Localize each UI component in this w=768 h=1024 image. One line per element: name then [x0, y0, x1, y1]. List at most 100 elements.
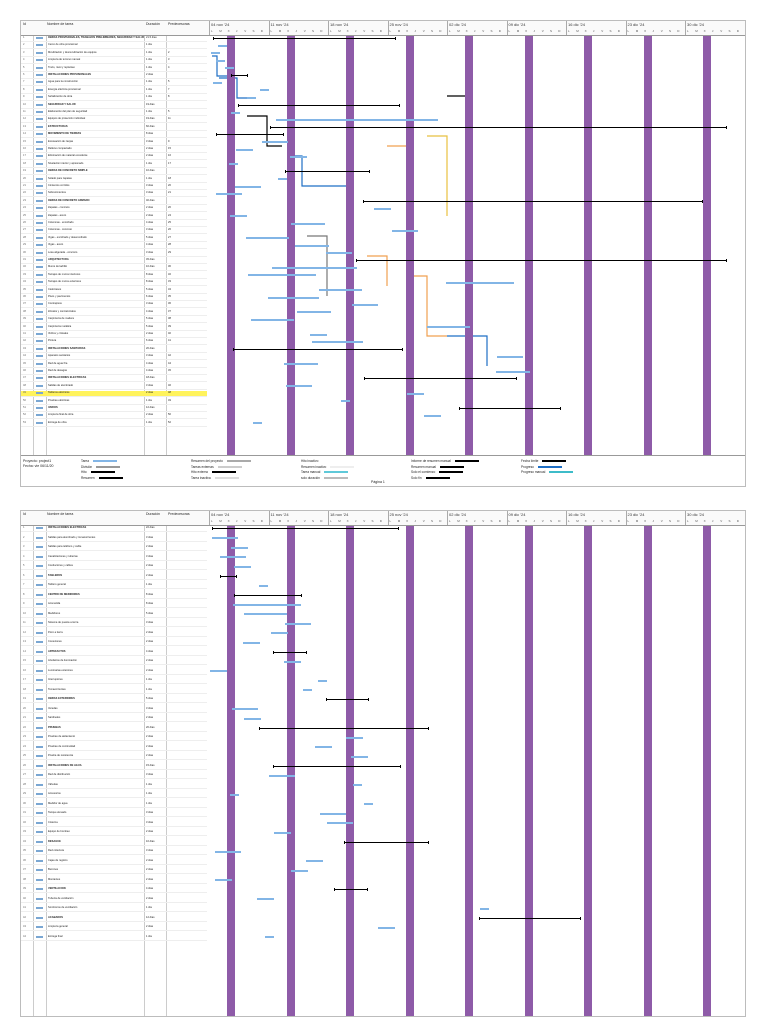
task-bar[interactable]	[260, 89, 269, 92]
task-bar[interactable]	[213, 81, 222, 84]
task-row[interactable]: 7 Agua para la construcción 1 día 5	[21, 80, 207, 87]
task-row[interactable]: 29 Vigas - acero 4 días 28	[21, 243, 207, 250]
task-bar[interactable]	[497, 355, 523, 358]
task-bar[interactable]	[312, 340, 363, 343]
task-row[interactable]: 8 CENTRO DE MEDIDORES 8 días	[21, 593, 207, 599]
task-row[interactable]: 49 Tableros eléctricos 2 días 48	[21, 391, 207, 398]
task-bar[interactable]	[230, 215, 247, 218]
task-row[interactable]: 40 Tubería de ventilación 2 días	[21, 897, 207, 903]
task-bar[interactable]	[215, 879, 232, 881]
task-bar[interactable]	[269, 774, 295, 777]
task-row[interactable]: 1 INSTALACIONES ELÉCTRICAS 22 días	[21, 526, 207, 532]
task-row[interactable]: 51 VARIOS 12 días	[21, 406, 207, 412]
summary-bar[interactable]	[220, 574, 237, 578]
task-bar[interactable]	[319, 289, 362, 292]
task-row[interactable]: 38 Montantes 2 días	[21, 878, 207, 884]
task-row[interactable]: 30 Medidor de agua 1 día	[21, 802, 207, 808]
task-bar[interactable]	[353, 784, 362, 786]
task-bar[interactable]	[374, 207, 391, 210]
task-row[interactable]: 13 Conexiones 2 días	[21, 640, 207, 646]
task-row[interactable]: 22 PRUEBAS 20 días	[21, 726, 207, 732]
task-bar[interactable]	[231, 111, 240, 114]
task-row[interactable]: 18 Tomacorrientes 1 día	[21, 688, 207, 694]
task-bar[interactable]	[271, 632, 288, 634]
summary-bar[interactable]	[270, 125, 727, 129]
summary-bar[interactable]	[259, 726, 429, 730]
summary-bar[interactable]	[479, 916, 581, 920]
task-bar[interactable]	[210, 670, 227, 672]
task-bar[interactable]	[352, 303, 378, 306]
task-row[interactable]: 37 Buzones 2 días	[21, 868, 207, 874]
task-bar[interactable]	[480, 907, 489, 910]
task-row[interactable]: 23 Pruebas de aislamiento 2 días	[21, 735, 207, 741]
task-row[interactable]: 28 Válvulas 1 día	[21, 783, 207, 789]
task-row[interactable]: 41 Sombreros de ventilación 1 día	[21, 906, 207, 912]
task-row[interactable]: 4 Limpieza de terreno manual 1 día 3	[21, 58, 207, 65]
task-row[interactable]: 34 Tarrajeo de muros exteriores 8 días 33	[21, 280, 207, 287]
task-row[interactable]: 18 Nivelación interior y apisonado 1 día 17	[21, 162, 207, 168]
task-row[interactable]: 47 INSTALACIONES ELÉCTRICAS 18 días	[21, 376, 207, 383]
task-row[interactable]: 24 Pruebas de continuidad 2 días	[21, 745, 207, 751]
task-row[interactable]: 20 Veredas 3 días	[21, 707, 207, 713]
task-bar[interactable]	[346, 736, 363, 739]
task-row[interactable]: 43 Limpieza general 2 días	[21, 925, 207, 931]
task-bar[interactable]	[230, 793, 239, 796]
task-bar[interactable]	[215, 850, 241, 853]
task-row[interactable]: 19 OBRAS EXTERIORES 5 días	[21, 697, 207, 703]
task-row[interactable]: 41 Vidrios y cristales 2 días 40	[21, 332, 207, 338]
task-row[interactable]: 39 Carpintería de madera 5 días 38	[21, 317, 207, 324]
task-bar[interactable]	[284, 363, 318, 366]
summary-bar[interactable]	[231, 74, 248, 77]
task-bar[interactable]	[291, 222, 325, 225]
task-row[interactable]: 30 Losa aligerada - concreto 3 días 29	[21, 251, 207, 257]
task-row[interactable]: 45 Red de agua fría 4 días 44	[21, 362, 207, 368]
summary-bar[interactable]	[234, 593, 302, 597]
task-bar[interactable]	[259, 584, 268, 587]
task-row[interactable]: 24 Zapatas - concreto 2 días 20	[21, 206, 207, 213]
task-row[interactable]: 16 Relleno compactado 2 días 15	[21, 147, 207, 153]
task-row[interactable]: 31 ARQUITECTURA 45 días	[21, 258, 207, 264]
task-bar[interactable]	[295, 244, 329, 247]
summary-bar[interactable]	[363, 199, 703, 203]
task-bar[interactable]	[244, 717, 261, 720]
task-bar[interactable]	[251, 318, 294, 321]
task-row[interactable]: 42 ACABADOS 12 días	[21, 916, 207, 922]
task-row[interactable]: 6 TABLEROS 2 días	[21, 574, 207, 580]
task-row[interactable]: 11 Elaboración del plan de seguridad 1 día…	[21, 110, 207, 116]
task-bar[interactable]	[229, 163, 238, 166]
task-row[interactable]: 27 Columnas - concreto 3 días 26	[21, 228, 207, 235]
task-bar[interactable]	[253, 422, 262, 425]
task-row[interactable]: 11 Sistema de puesta a tierra 3 días	[21, 621, 207, 627]
task-bar[interactable]	[231, 546, 248, 549]
task-bar[interactable]	[326, 252, 352, 255]
task-row[interactable]: 20 Solado para zapatas 1 día 18	[21, 177, 207, 183]
task-bar[interactable]	[378, 926, 395, 929]
task-bar[interactable]	[211, 52, 220, 55]
summary-bar[interactable]	[364, 377, 517, 381]
task-row[interactable]: 10 Medidores 5 días	[21, 612, 207, 618]
task-bar[interactable]	[235, 185, 261, 188]
task-bar[interactable]	[276, 118, 438, 121]
task-row[interactable]: 53 Entrega de obra 1 día 52	[21, 421, 207, 427]
task-row[interactable]: 19 OBRAS DE CONCRETO SIMPLE 10 días	[21, 169, 207, 176]
task-row[interactable]: 32 Muros de ladrillo 10 días 30	[21, 265, 207, 272]
task-row[interactable]: 35 Cielorrasos 5 días 34	[21, 288, 207, 294]
task-bar[interactable]	[257, 898, 274, 900]
task-bar[interactable]	[236, 148, 253, 151]
task-row[interactable]: 26 INSTALACIONES DE AGUA 15 días	[21, 764, 207, 770]
task-row[interactable]: 2 Salidas para alumbrado y tomacorrientes…	[21, 536, 207, 542]
task-bar[interactable]	[364, 803, 373, 805]
task-row[interactable]: 35 Red colectora 3 días	[21, 849, 207, 855]
task-bar[interactable]	[262, 141, 288, 144]
task-row[interactable]: 52 Limpieza final de obra 2 días 50	[21, 413, 207, 420]
task-row[interactable]: 22 Sobrecimientos 3 días 21	[21, 191, 207, 198]
task-row[interactable]: 15 Excavación de zanjas 3 días 9	[21, 140, 207, 146]
task-row[interactable]: 32 Cisterna 3 días	[21, 821, 207, 827]
task-row[interactable]: 17 Eliminación de material excedente 2 día…	[21, 154, 207, 161]
task-bar[interactable]	[310, 333, 327, 336]
task-bar[interactable]	[446, 281, 514, 284]
task-row[interactable]: 5 Conductores y cables 2 días	[21, 564, 207, 570]
task-row[interactable]: 9 Acometida 8 días	[21, 602, 207, 608]
task-row[interactable]: 4 Canalizaciones y tuberías 3 días	[21, 555, 207, 561]
task-bar[interactable]	[268, 296, 319, 299]
